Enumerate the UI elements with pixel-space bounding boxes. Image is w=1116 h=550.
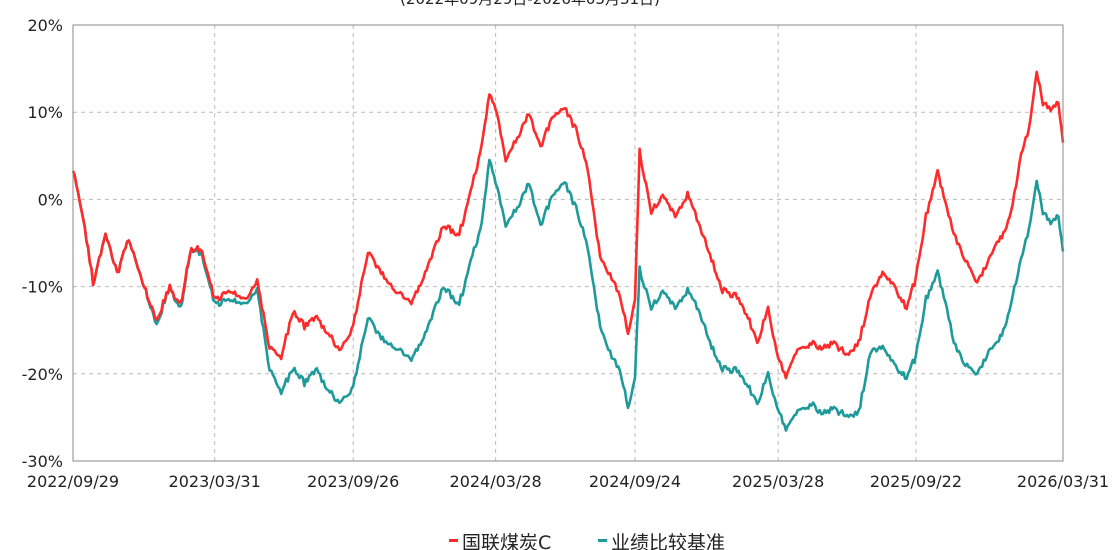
y-tick-label: -10% bbox=[22, 278, 63, 297]
chart-subtitle: (2022年09月29日-2026年03月31日) bbox=[400, 0, 660, 8]
x-tick-label: 2024/03/28 bbox=[450, 472, 542, 491]
grid bbox=[73, 24, 1063, 462]
x-tick-label: 2024/09/24 bbox=[589, 472, 681, 491]
y-tick-label: -20% bbox=[22, 365, 63, 384]
legend: 国联煤炭C 业绩比较基准 bbox=[449, 532, 725, 550]
x-tick-label: 2025/09/22 bbox=[870, 472, 962, 491]
series-layer bbox=[71, 70, 1065, 432]
y-tick-label: 10% bbox=[27, 103, 63, 122]
x-tick-label: 2023/09/26 bbox=[307, 472, 399, 491]
y-tick-label: -30% bbox=[22, 452, 63, 471]
x-tick-label: 2022/09/29 bbox=[27, 472, 119, 491]
series-line bbox=[71, 70, 1065, 380]
y-tick-label: 20% bbox=[27, 16, 63, 35]
legend-label: 业绩比较基准 bbox=[611, 532, 725, 550]
y-tick-label: 0% bbox=[38, 190, 63, 209]
x-tick-label: 2026/03/31 bbox=[1017, 472, 1109, 491]
series-line bbox=[71, 158, 1065, 432]
legend-swatch bbox=[449, 539, 458, 542]
legend-swatch bbox=[598, 539, 607, 542]
axis-labels: 20% 10% 0% -10% -20% -30%2022/09/29 2023/03/31… bbox=[22, 16, 1109, 491]
x-tick-label: 2023/03/31 bbox=[169, 472, 261, 491]
x-tick-label: 2025/03/28 bbox=[732, 472, 824, 491]
plot-frame bbox=[72, 24, 1064, 462]
legend-label: 国联煤炭C bbox=[462, 532, 551, 550]
